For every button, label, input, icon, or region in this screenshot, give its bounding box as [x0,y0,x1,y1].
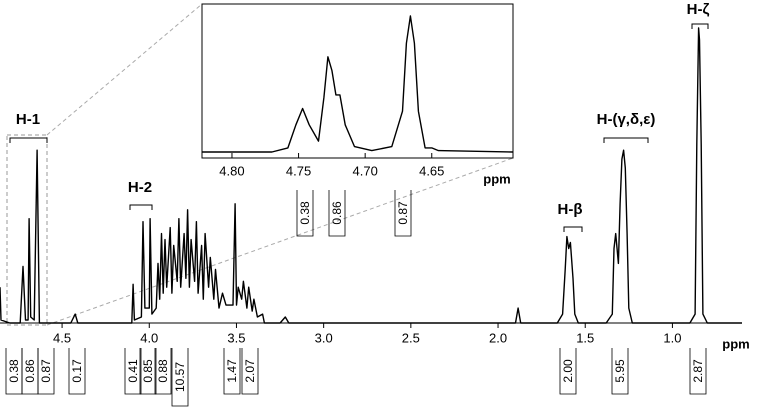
integral-value: 0.17 [70,359,84,383]
peak-bracket [691,23,709,29]
integral-value: 0.88 [156,359,170,383]
inset-x-tick-label: 4.65 [419,163,444,178]
zoom-guide [46,157,514,326]
integral-box [37,348,55,395]
peak-label: H-(γ,δ,ε) [597,111,656,128]
peak-label: H-ζ [687,1,710,18]
peak-bracket [9,137,48,143]
integral-box [68,348,86,395]
integral-value: 10.57 [173,362,187,392]
integral-box [223,348,241,395]
peak-label: H-1 [16,111,40,128]
x-axis-label: ppm [722,336,749,351]
peak-label: H-2 [128,179,152,196]
x-tick-label: 3.5 [227,330,245,345]
integral-box [154,348,172,395]
x-tick-label: 1.5 [576,330,594,345]
inset-x-tick-label: 4.75 [286,163,311,178]
integral-value: 2.07 [243,359,257,383]
integral-value: 0.38 [7,359,21,383]
spectrum-line [202,15,514,153]
inset-x-axis-label: ppm [483,171,510,186]
x-tick-label: 4.0 [140,330,158,345]
integral-value: 0.41 [126,359,140,383]
spectrum-line [0,27,742,324]
integral-value: 1.47 [225,359,239,383]
x-tick-label: 4.5 [53,330,71,345]
integral-box [559,348,577,395]
x-tick-label: 3.0 [315,330,333,345]
zoom-guide [46,3,203,136]
integral-value: 0.87 [396,201,410,225]
peak-label: H-β [558,201,583,218]
integral-box [328,190,346,237]
integral-value: 2.00 [561,359,575,383]
peak-bracket [129,204,153,210]
integral-box [296,190,314,237]
x-tick-label: 1.0 [663,330,681,345]
integral-value: 0.87 [39,359,53,383]
integral-box [611,348,629,395]
peak-bracket [563,226,583,232]
integral-value: 2.87 [691,359,705,383]
inset-frame [201,3,514,159]
integral-box [139,348,157,395]
integral-box [689,348,707,395]
integral-box [124,348,142,395]
zoom-region [6,134,48,326]
integral-value: 0.86 [330,201,344,225]
inset-x-tick-label: 4.80 [219,163,244,178]
integral-box [394,190,412,237]
inset-x-tick-label: 4.70 [353,163,378,178]
integral-value: 0.38 [298,201,312,225]
x-tick-label: 2.0 [489,330,507,345]
integral-value: 0.86 [23,359,37,383]
integral-value: 0.85 [141,359,155,383]
integral-value: 5.95 [613,359,627,383]
integral-box [241,348,259,395]
peak-bracket [603,137,649,143]
integral-box [171,348,189,407]
x-tick-label: 2.5 [402,330,420,345]
